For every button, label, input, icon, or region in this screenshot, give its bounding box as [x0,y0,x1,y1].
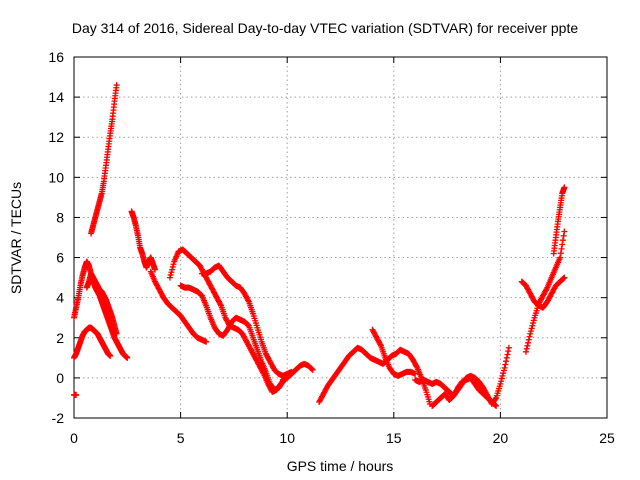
plot-frame [73,56,608,419]
series-arc-18 [550,184,568,257]
data-point [505,348,512,355]
data-point [245,297,252,304]
data-point [500,367,507,374]
data-point [525,339,532,346]
data-point [543,285,550,292]
series-arc-4 [83,270,120,337]
y-tick-label: 4 [56,290,64,306]
y-tick-label: 8 [56,209,64,225]
data-point [498,378,505,385]
series-arc-12 [316,344,434,407]
data-point [309,366,316,373]
x-tick-label: 0 [70,430,78,446]
data-point [166,274,173,281]
data-point [527,328,534,335]
data-point [217,301,224,308]
series-arc-2 [71,324,114,361]
series-arc-11 [279,360,316,383]
data-point [169,263,176,270]
data-point [561,228,568,235]
data-point [113,82,120,89]
x-tick-label: 5 [177,430,185,446]
data-point [492,402,499,409]
data-point [503,358,510,365]
data-point [529,322,536,329]
data-point [73,391,80,398]
series-arc-13 [369,326,419,379]
y-tick-label: 16 [48,49,64,65]
x-axis-label: GPS time / hours [287,458,394,474]
data-point [152,266,159,273]
series-arc-1 [71,391,80,398]
data-point [499,372,506,379]
data-point [492,395,499,402]
data-point [169,266,176,273]
data-point [124,354,131,361]
x-tick-label: 15 [386,430,402,446]
data-point [503,354,510,361]
data-point [561,274,568,281]
data-point [523,345,530,352]
y-axis-label: SDTVAR / TECUs [8,182,24,294]
data-point [561,184,568,191]
data-point [560,232,567,239]
data-point [530,317,537,324]
y-tick-label: 12 [48,129,64,145]
data-point [560,275,567,282]
data-point [498,375,505,382]
y-tick-label: 6 [56,250,64,266]
data-point [528,325,535,332]
series-arc-10 [198,262,295,379]
data-point [558,245,565,252]
series-arc-6 [128,208,159,273]
y-tick-label: 0 [56,370,64,386]
data-point [502,361,509,368]
data-point [557,250,564,257]
data-point [107,352,114,359]
data-point [497,380,504,387]
y-tick-label: 14 [48,89,64,105]
data-point [527,330,534,337]
data-point [559,241,566,248]
chart-title: Day 314 of 2016, Sidereal Day-to-day VTE… [72,20,579,36]
y-tick-label: 2 [56,330,64,346]
data-point [504,351,511,358]
data-point [524,342,531,349]
data-point [525,336,532,343]
data-point [500,370,507,377]
data-point [501,364,508,371]
data-point [413,363,420,370]
data-point [279,379,286,386]
data-point [167,271,174,278]
series-arc-7 [147,268,210,345]
data-point [559,237,566,244]
data-point [203,338,210,345]
axis-ticks: 0 5 10 15 20 25 -2 0 2 4 6 8 10 12 14 16 [48,49,615,446]
data-point [493,402,500,409]
series-arc-15 [429,374,500,409]
data-points [71,82,568,409]
series-arc-9 [177,282,286,393]
y-tick-label: -2 [52,410,65,426]
x-tick-label: 25 [599,430,615,446]
data-point [412,370,419,377]
data-point [170,261,177,268]
data-point [505,344,512,351]
y-tick-label: 10 [48,169,64,185]
series-arc-14 [412,344,512,407]
series-arc-17 [522,228,568,355]
data-point [309,366,316,373]
data-point [377,341,384,348]
data-point [526,333,533,340]
series-arc-5 [88,82,120,237]
data-point [168,269,175,276]
data-point [530,320,537,327]
x-tick-label: 10 [279,430,295,446]
data-point [113,330,120,337]
grid [74,57,607,418]
x-tick-label: 20 [493,430,509,446]
data-point [557,254,564,261]
data-point [522,348,529,355]
